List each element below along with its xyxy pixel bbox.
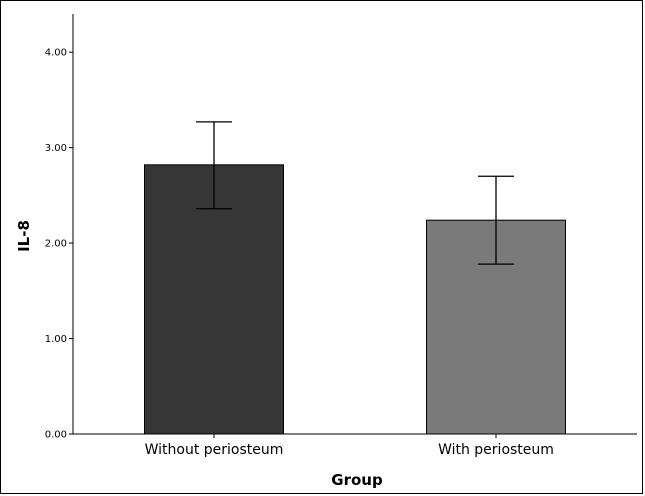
y-tick-label: 4.00: [45, 48, 67, 59]
y-tick-label: 0.00: [45, 430, 67, 441]
x-axis: Without periosteum With periosteum: [73, 433, 637, 458]
y-tick-label: 3.00: [45, 143, 67, 154]
x-axis-title: Group: [331, 471, 383, 489]
x-tick-label: With periosteum: [438, 442, 554, 458]
x-tick-label: Without periosteum: [145, 442, 284, 458]
y-axis: 0.00 1.00 2.00 3.00 4.00: [45, 14, 74, 441]
y-axis-title: IL-8: [15, 220, 33, 252]
y-tick-label: 1.00: [45, 334, 67, 345]
y-tick-label: 2.00: [45, 239, 67, 250]
error-bars: [196, 121, 514, 265]
bar: [144, 164, 284, 435]
bars: [144, 164, 566, 435]
